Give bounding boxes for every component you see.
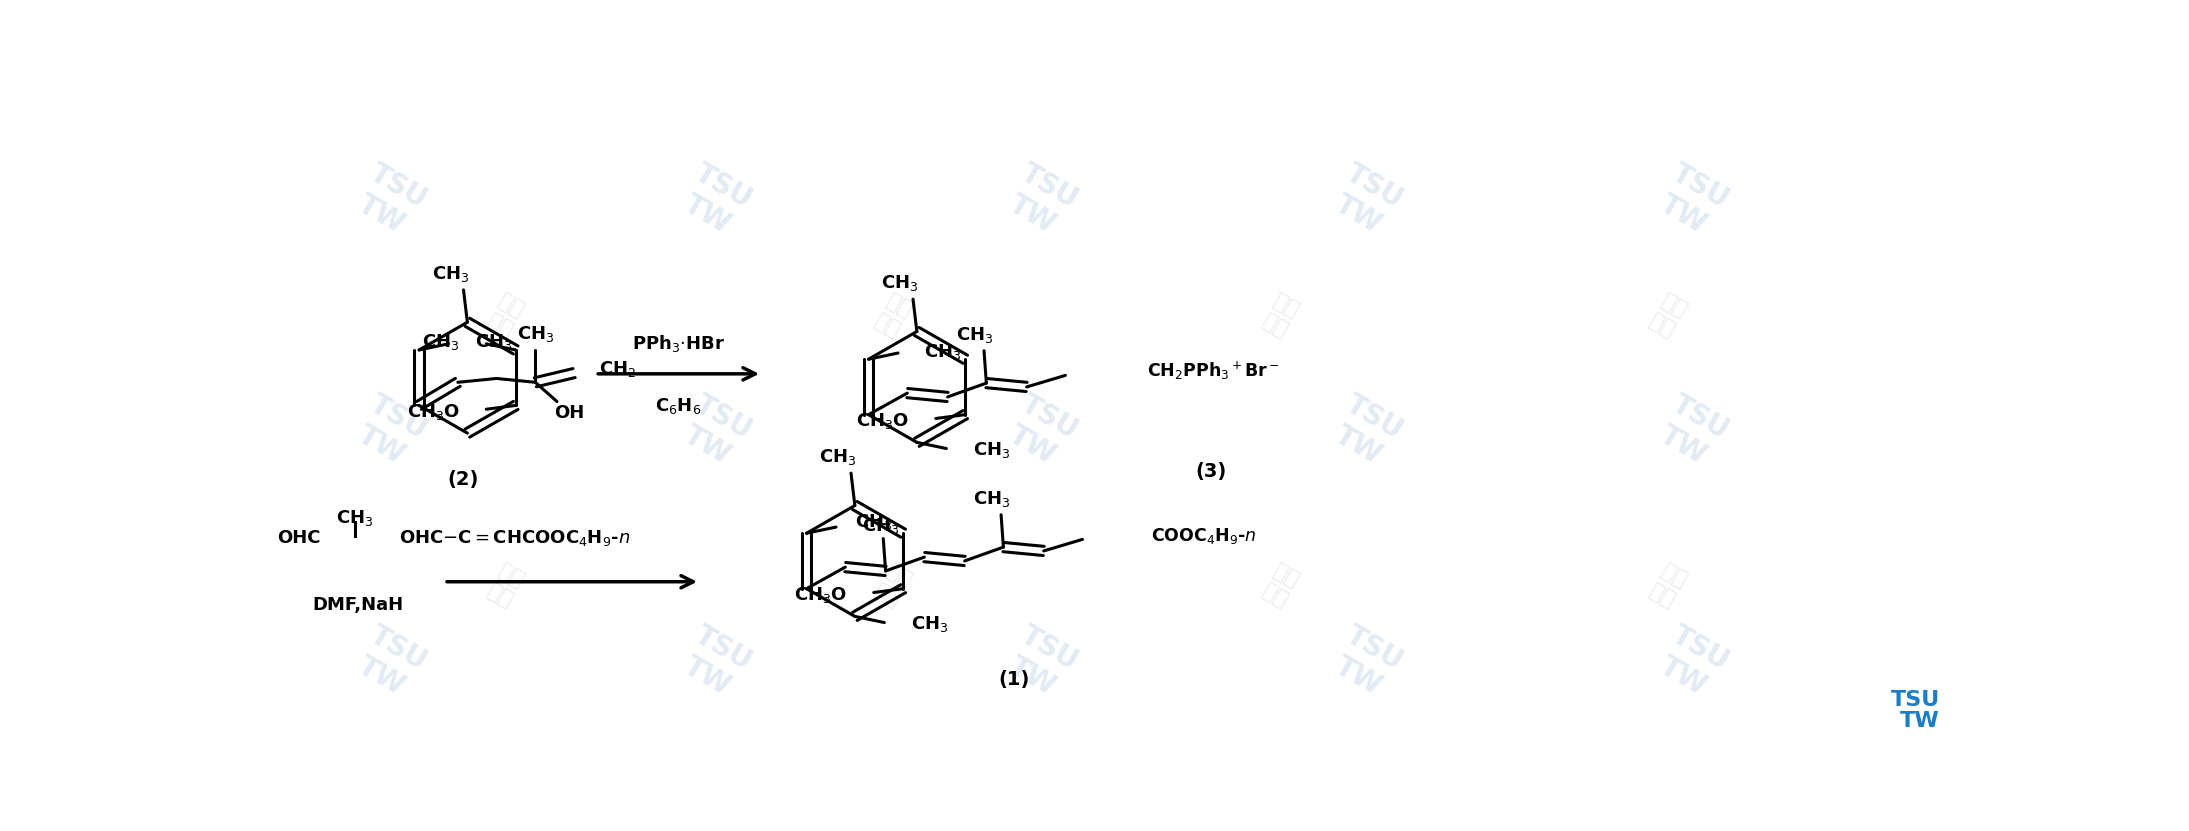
Text: OHC$-$C$=$CHCOOC$_4$H$_9$-$n$: OHC$-$C$=$CHCOOC$_4$H$_9$-$n$ xyxy=(398,528,630,548)
Text: 天山
医苑: 天山 医苑 xyxy=(484,560,528,611)
Text: CH$_3$: CH$_3$ xyxy=(517,324,554,344)
Text: 天山
医苑: 天山 医苑 xyxy=(1646,291,1692,342)
Text: TSU
TW: TSU TW xyxy=(1651,621,1734,704)
Text: 天山
医苑: 天山 医苑 xyxy=(1259,560,1302,611)
Text: (3): (3) xyxy=(1195,462,1228,481)
Text: TW: TW xyxy=(1900,711,1939,731)
Text: CH$_2$: CH$_2$ xyxy=(600,359,637,379)
Text: 天山
医苑: 天山 医苑 xyxy=(1259,291,1302,342)
Text: (2): (2) xyxy=(449,470,479,489)
Text: OH: OH xyxy=(554,404,584,422)
Text: TSU
TW: TSU TW xyxy=(674,159,757,242)
Text: CH$_3$O: CH$_3$O xyxy=(407,401,460,421)
Text: 天山
医苑: 天山 医苑 xyxy=(871,560,915,611)
Text: 天山
医苑: 天山 医苑 xyxy=(871,291,915,342)
Text: TSU
TW: TSU TW xyxy=(1324,621,1408,704)
Text: CH$_3$: CH$_3$ xyxy=(856,513,893,533)
Text: CH$_3$: CH$_3$ xyxy=(475,332,512,352)
Text: TSU
TW: TSU TW xyxy=(1324,390,1408,473)
Text: CH$_3$: CH$_3$ xyxy=(337,508,374,528)
Text: TSU: TSU xyxy=(1891,690,1939,710)
Text: CH$_3$O: CH$_3$O xyxy=(795,585,847,605)
Text: CH$_3$: CH$_3$ xyxy=(862,515,900,535)
Text: CH$_3$: CH$_3$ xyxy=(974,489,1011,509)
Text: CH$_3$: CH$_3$ xyxy=(957,325,994,345)
Text: CH$_3$: CH$_3$ xyxy=(972,440,1009,460)
Text: CH$_2$PPh$_3$$^+$Br$^-$: CH$_2$PPh$_3$$^+$Br$^-$ xyxy=(1147,360,1281,382)
Text: DMF,NaH: DMF,NaH xyxy=(313,596,403,614)
Text: TSU
TW: TSU TW xyxy=(1651,159,1734,242)
Text: TSU
TW: TSU TW xyxy=(348,621,431,704)
Text: TSU
TW: TSU TW xyxy=(1324,159,1408,242)
Text: TSU
TW: TSU TW xyxy=(998,390,1084,473)
Text: CH$_3$: CH$_3$ xyxy=(819,447,856,467)
Text: PPh$_3$$\cdot$HBr: PPh$_3$$\cdot$HBr xyxy=(633,332,725,353)
Text: 天山
医苑: 天山 医苑 xyxy=(484,291,528,342)
Text: TSU
TW: TSU TW xyxy=(674,390,757,473)
Text: TSU
TW: TSU TW xyxy=(348,159,431,242)
Text: TSU
TW: TSU TW xyxy=(1651,390,1734,473)
Text: C$_6$H$_6$: C$_6$H$_6$ xyxy=(655,396,703,416)
Text: TSU
TW: TSU TW xyxy=(674,621,757,704)
Text: CH$_3$O: CH$_3$O xyxy=(856,411,908,430)
Text: CH$_3$: CH$_3$ xyxy=(911,614,948,634)
Text: TSU
TW: TSU TW xyxy=(998,621,1084,704)
Text: COOC$_4$H$_9$-$n$: COOC$_4$H$_9$-$n$ xyxy=(1151,525,1256,545)
Text: TSU
TW: TSU TW xyxy=(348,390,431,473)
Text: (1): (1) xyxy=(998,670,1029,689)
Text: OHC: OHC xyxy=(278,529,322,547)
Text: 天山
医苑: 天山 医苑 xyxy=(1646,560,1692,611)
Text: CH$_3$: CH$_3$ xyxy=(422,332,460,352)
Text: CH$_3$: CH$_3$ xyxy=(882,273,919,293)
Text: CH$_3$: CH$_3$ xyxy=(924,342,961,361)
Text: CH$_3$: CH$_3$ xyxy=(431,263,468,283)
Text: TSU
TW: TSU TW xyxy=(998,159,1084,242)
